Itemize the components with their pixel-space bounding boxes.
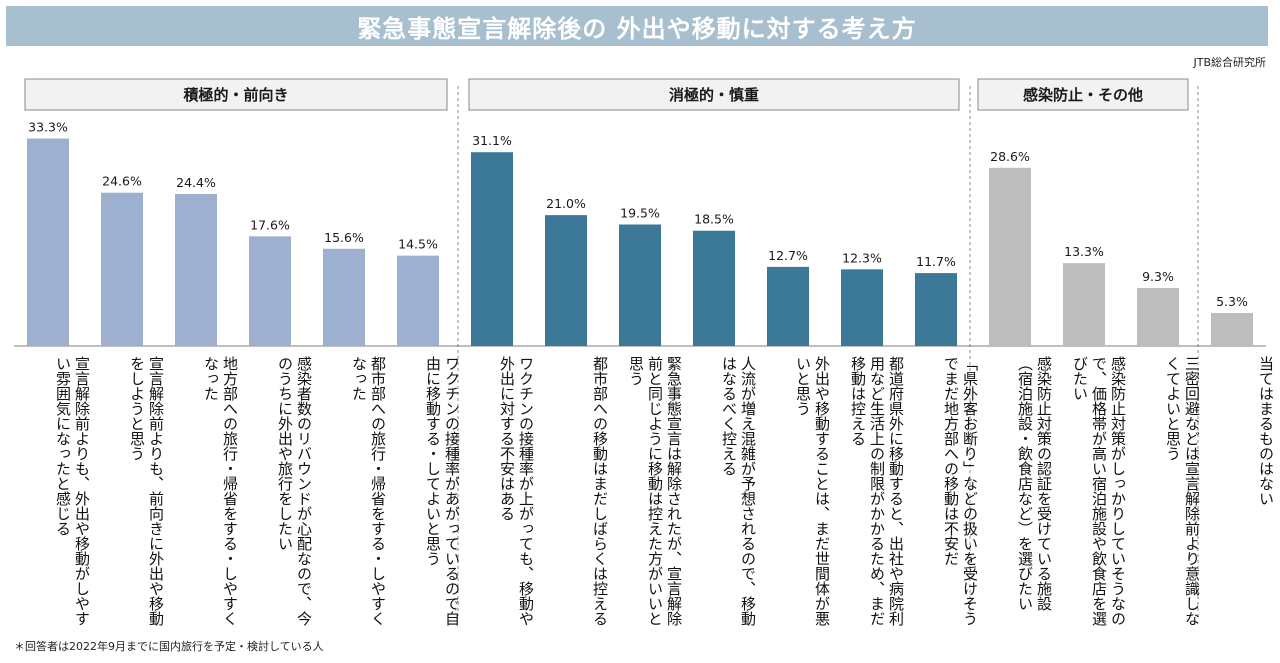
category-label-12: 都道府県外に移動すると、出社や病院利用など生活上の制限がかかるため、まだ移動は控… — [849, 356, 905, 626]
bar-15 — [1063, 263, 1105, 346]
footnote: ＊回答者は2022年9月までに国内旅行を予定・検討している人 — [14, 640, 324, 653]
bar-16 — [1137, 288, 1179, 346]
source-label: JTB総合研究所 — [1193, 56, 1266, 69]
bar-14 — [989, 167, 1031, 346]
value-label-10: 18.5% — [694, 212, 734, 227]
bar-17 — [1211, 312, 1253, 346]
value-label-17: 5.3% — [1216, 294, 1248, 309]
bar-10 — [693, 230, 735, 346]
bar-9 — [619, 224, 661, 346]
value-label-5: 15.6% — [324, 230, 364, 245]
value-label-15: 13.3% — [1064, 244, 1104, 259]
category-label-13: 「県外客お断り」などの扱いを受けそうでまだ地方部への移動は不安だ — [942, 356, 979, 626]
bar-3 — [175, 193, 217, 346]
value-label-11: 12.7% — [768, 248, 808, 263]
value-label-9: 19.5% — [620, 205, 660, 220]
group-header-label-1: 積極的・前向き — [182, 86, 288, 104]
bar-13 — [915, 273, 957, 346]
bar-1 — [27, 138, 69, 346]
category-label-14: 感染防止対策の認証を受けている施設（宿泊施設・飲食店など）を選びたい — [1016, 356, 1053, 611]
value-label-13: 11.7% — [916, 254, 956, 269]
category-label-10: 人流が増え混雑が予想されるので、移動はなるべく控える — [720, 356, 757, 626]
bar-2 — [101, 192, 143, 346]
bar-8 — [545, 215, 587, 346]
group-header-box-3 — [977, 78, 1189, 111]
category-label-8: 都市部への移動はまだしばらくは控える — [591, 356, 609, 626]
value-label-4: 17.6% — [250, 217, 290, 232]
category-label-7: ワクチンの接種率が上がっても、移動や外出に対する不安はある — [498, 356, 535, 626]
category-label-2: 宣言解除前よりも、前向きに外出や移動をしようと思う — [128, 356, 165, 626]
value-label-2: 24.6% — [102, 174, 142, 189]
category-label-3: 地方部への旅行・帰省をする・しやすくなった — [202, 356, 239, 626]
chart-title: 緊急事態宣言解除後の 外出や移動に対する考え方 — [6, 6, 1268, 46]
bar-6 — [397, 255, 439, 346]
category-label-4: 感染者数のリバウンドが心配なので、今のうちに外出や旅行をしたい — [276, 356, 313, 626]
value-label-6: 14.5% — [398, 237, 438, 252]
value-label-3: 24.4% — [176, 175, 216, 190]
bar-5 — [323, 248, 365, 346]
category-label-15: 感染防止対策がしっかりしていそうなので、価格帯が高い宿泊施設や飲食店を選びたい — [1071, 356, 1127, 626]
category-label-16: 三密回避などは宣言解除前より意識しなくてよいと思う — [1164, 356, 1201, 626]
category-label-9: 緊急事態宣言は解除されたが、宣言解除前と同じように移動は控えた方がいいと思う — [627, 356, 683, 626]
group-header-box-1 — [24, 78, 448, 111]
category-label-1: 宣言解除前よりも、外出や移動がしやすい雰囲気になったと感じる — [54, 356, 91, 626]
value-label-1: 33.3% — [28, 120, 68, 135]
value-label-12: 12.3% — [842, 250, 882, 265]
bar-12 — [841, 269, 883, 346]
group-header-label-3: 感染防止・その他 — [1023, 86, 1143, 104]
category-label-11: 外出や移動することは、まだ世間体が悪いと思う — [794, 356, 831, 626]
value-label-16: 9.3% — [1142, 269, 1174, 284]
category-label-5: 都市部への旅行・帰省をする・しやすくなった — [350, 356, 387, 626]
value-label-14: 28.6% — [990, 149, 1030, 164]
group-header-box-2 — [468, 78, 960, 111]
value-label-8: 21.0% — [546, 196, 586, 211]
group-header-label-2: 消極的・慎重 — [669, 86, 759, 104]
category-label-6: ワクチンの接種率があがっているので自由に移動する・してよいと思う — [424, 356, 461, 626]
category-label-17: 当てはまるものはない — [1257, 356, 1275, 506]
bar-4 — [249, 236, 291, 346]
value-label-7: 31.1% — [472, 133, 512, 148]
bar-7 — [471, 152, 513, 346]
bar-11 — [767, 266, 809, 346]
